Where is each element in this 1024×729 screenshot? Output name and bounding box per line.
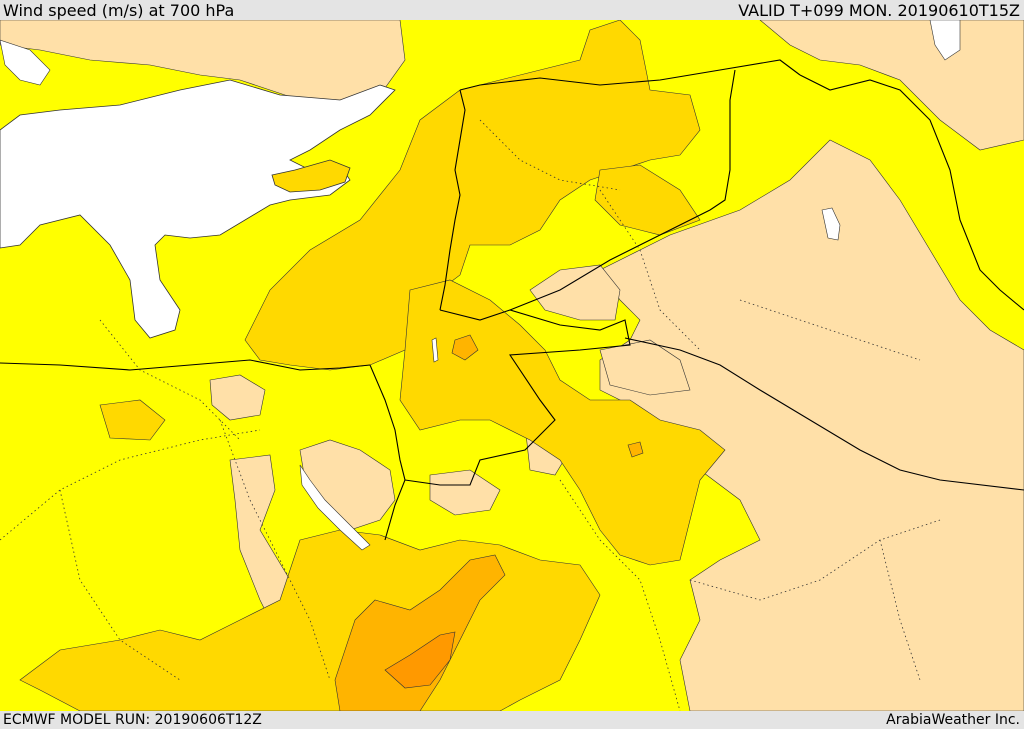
gulf-of-suez [299,464,371,551]
chart-footer: ECMWF MODEL RUN: 20190606T12Z ArabiaWeat… [0,711,1024,729]
gold-region-east-patch [594,164,701,236]
light-region-syria [529,264,621,321]
country-borders [0,59,1024,541]
credit-label: ArabiaWeather Inc. [886,712,1020,728]
valid-time-label: VALID T+099 MON. 20190610T15Z [738,1,1020,20]
orange-spot [451,334,479,361]
light-region-egypt [209,374,266,421]
light-region-north-east [759,20,1024,151]
wind-speed-map [0,20,1024,711]
light-region-iraq-patch [599,339,691,396]
chart-header: Wind speed (m/s) at 700 hPa VALID T+099 … [0,0,1024,20]
caspian-edge [929,20,961,61]
light-region-jordan [429,469,501,516]
lake-urmia [821,207,841,241]
orange-region-south [334,554,506,711]
cyprus-island [271,159,351,193]
chart-title: Wind speed (m/s) at 700 hPa [3,1,235,20]
dead-sea [431,337,439,363]
aegean-islands [0,39,51,86]
gold-region-jordan [399,279,726,566]
mediterranean-sea [0,79,396,339]
orange-spot-2 [627,441,644,458]
province-lines [0,119,941,711]
dark-orange-core [384,631,456,689]
light-region-north [0,20,406,116]
gold-region-west-patch [99,399,166,441]
model-run-label: ECMWF MODEL RUN: 20190606T12Z [3,712,262,728]
